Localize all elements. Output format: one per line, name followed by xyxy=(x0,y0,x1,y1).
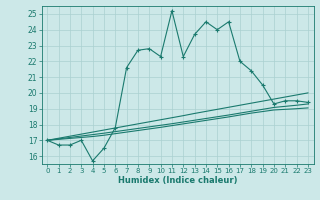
X-axis label: Humidex (Indice chaleur): Humidex (Indice chaleur) xyxy=(118,176,237,185)
